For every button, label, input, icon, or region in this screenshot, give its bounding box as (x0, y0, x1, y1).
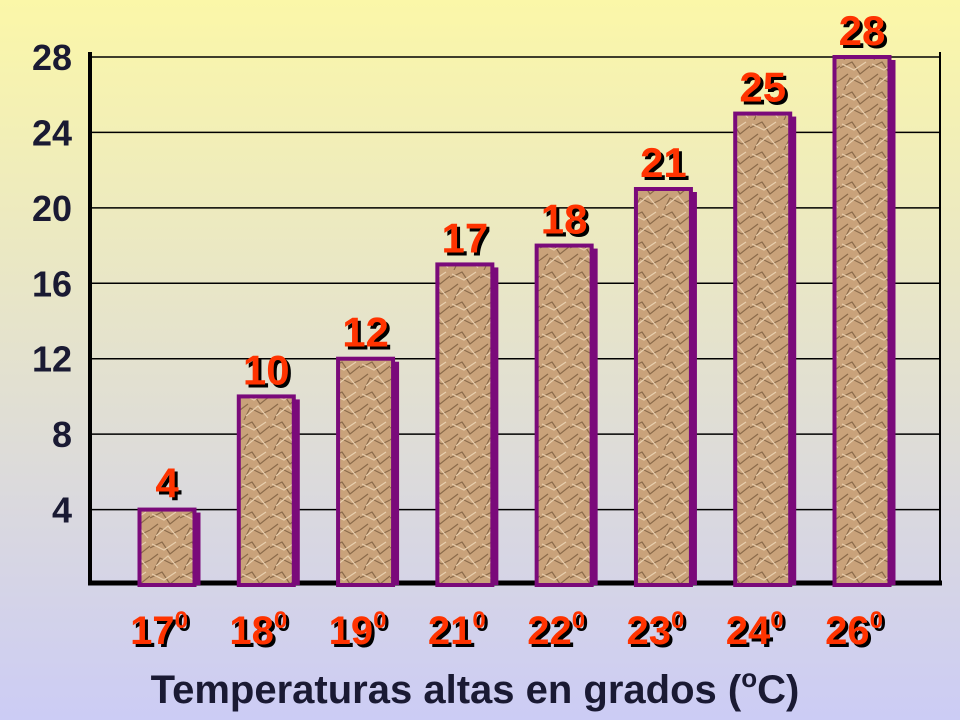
x-tick-label-shadow: 220 (530, 610, 588, 656)
value-label: 4 (155, 460, 179, 507)
category-superscript: 0 (770, 607, 783, 634)
x-tick-label: 180 (229, 607, 287, 653)
x-tick-label-shadow: 260 (828, 610, 886, 656)
value-label-shadow: 12 (345, 312, 392, 359)
x-tick-label-shadow: 190 (332, 610, 390, 656)
category: 19 (332, 612, 377, 656)
category-superscript: 0 (274, 607, 287, 634)
y-tick-label: 8 (52, 414, 72, 455)
category-superscript: 0 (373, 607, 386, 634)
category-superscript: 0 (178, 610, 191, 637)
category: 22 (530, 612, 575, 656)
x-tick-label-shadow: 230 (629, 610, 687, 656)
value-label-shadow: 17 (444, 217, 491, 264)
category: 22 (527, 609, 572, 653)
value-label: 28 (839, 7, 886, 54)
value-label-shadow: 10 (246, 349, 293, 396)
value-label-shadow: 18 (544, 199, 591, 246)
x-tick-label: 170 (130, 607, 188, 653)
category: 26 (825, 609, 870, 653)
value-label-shadow: 28 (842, 10, 889, 57)
y-tick-label: 28 (32, 37, 72, 78)
bar (633, 187, 693, 587)
bar (733, 111, 793, 587)
category: 24 (729, 612, 774, 656)
category: 17 (130, 609, 175, 653)
x-tick-label-shadow: 170 (133, 610, 191, 656)
bar (236, 394, 296, 587)
x-tick-label: 230 (626, 607, 684, 653)
category-superscript: 0 (870, 607, 883, 634)
bar (534, 243, 594, 587)
x-tick-label: 210 (428, 607, 486, 653)
y-tick-label: 20 (32, 188, 72, 229)
category: 21 (431, 612, 476, 656)
value-label-shadow: 21 (643, 142, 690, 189)
y-tick-label: 4 (52, 490, 72, 531)
x-tick-label-shadow: 210 (431, 610, 489, 656)
bar (832, 55, 892, 587)
category-superscript: 0 (773, 610, 786, 637)
category: 26 (828, 612, 873, 656)
category: 19 (329, 609, 374, 653)
value-label-shadow: 25 (742, 67, 789, 114)
category: 21 (428, 609, 473, 653)
value-label: 17 (441, 214, 488, 261)
x-axis-label: Temperaturas altas en grados (oC) (151, 663, 800, 712)
category-superscript: 0 (873, 610, 886, 637)
value-label: 21 (640, 139, 687, 186)
category: 17 (133, 612, 178, 656)
value-label: 12 (342, 309, 389, 356)
value-label: 25 (739, 64, 786, 111)
plot-area: 4812162024284417017010101801801212190190… (32, 7, 942, 656)
bar (336, 356, 396, 588)
category-superscript: 0 (572, 607, 585, 634)
y-tick-label: 16 (32, 263, 72, 304)
value-label-shadow: 4 (158, 463, 182, 510)
category: 24 (726, 609, 771, 653)
value-label: 18 (541, 196, 588, 243)
value-label: 10 (243, 346, 290, 393)
x-tick-label: 260 (825, 607, 883, 653)
category: 18 (229, 609, 274, 653)
category-superscript: 0 (671, 607, 684, 634)
category: 23 (626, 609, 671, 653)
y-tick-label: 12 (32, 339, 72, 380)
x-tick-label: 240 (726, 607, 784, 653)
category-superscript: 0 (575, 610, 588, 637)
x-tick-label: 220 (527, 607, 585, 653)
category-superscript: 0 (376, 610, 389, 637)
category: 23 (629, 612, 674, 656)
category: 18 (232, 612, 277, 656)
bar (435, 262, 495, 587)
category-superscript: 0 (475, 610, 488, 637)
category-superscript: 0 (472, 607, 485, 634)
category-superscript: 0 (674, 610, 687, 637)
category-superscript: 0 (277, 610, 290, 637)
x-tick-label-shadow: 180 (232, 610, 290, 656)
y-tick-label: 24 (32, 112, 72, 153)
category-superscript: 0 (175, 607, 188, 634)
x-tick-label: 190 (329, 607, 387, 653)
bar (137, 507, 197, 588)
x-tick-label-shadow: 240 (729, 610, 787, 656)
